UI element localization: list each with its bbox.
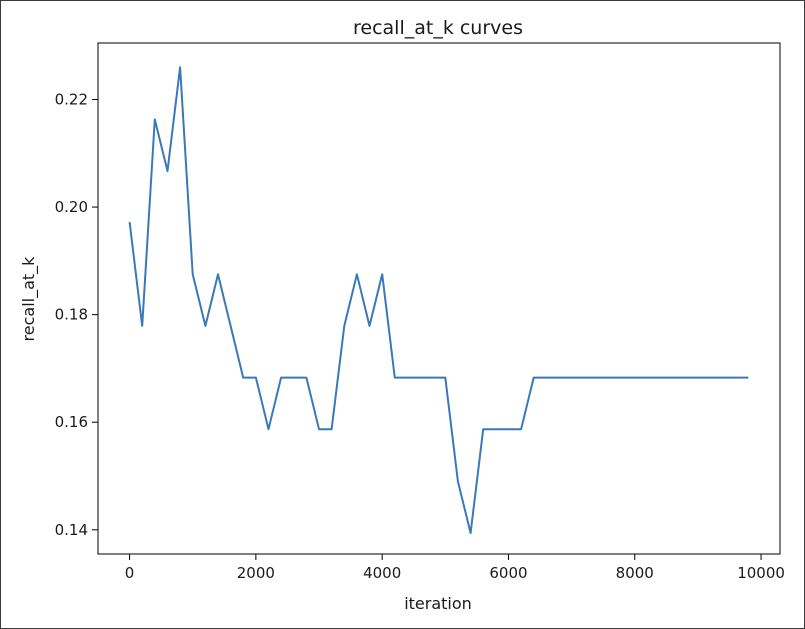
x-tick-label: 10000 [737, 564, 785, 582]
y-tick-label: 0.20 [55, 198, 88, 216]
y-tick-label: 0.18 [55, 306, 88, 324]
x-tick-label: 6000 [489, 564, 527, 582]
x-axis-label: iteration [404, 594, 472, 613]
x-tick-label: 4000 [363, 564, 401, 582]
y-axis: 0.14 0.16 0.18 0.20 0.22 [55, 90, 98, 539]
y-tick-label: 0.14 [55, 521, 88, 539]
y-tick-label: 0.16 [55, 413, 88, 431]
chart-title: recall_at_k curves [353, 17, 523, 39]
x-tick-label: 2000 [237, 564, 275, 582]
plot-area [97, 42, 781, 555]
x-tick-label: 8000 [616, 564, 654, 582]
series-points [130, 67, 749, 533]
series-line [128, 66, 749, 534]
y-tick-label: 0.22 [55, 90, 88, 108]
y-axis-label: recall_at_k [19, 256, 39, 342]
x-axis: 0 2000 4000 6000 8000 10000 [125, 554, 785, 582]
x-tick-label: 0 [125, 564, 135, 582]
